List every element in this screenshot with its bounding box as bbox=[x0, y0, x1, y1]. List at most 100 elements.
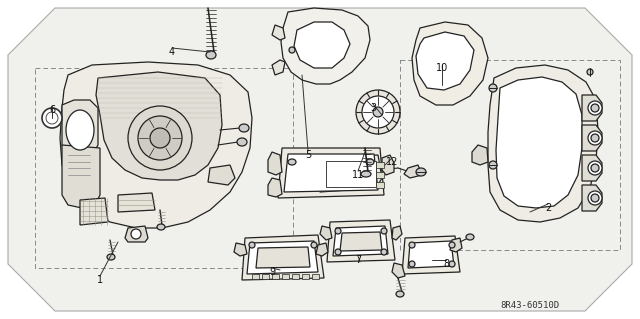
Polygon shape bbox=[96, 72, 222, 180]
Ellipse shape bbox=[373, 107, 383, 117]
Ellipse shape bbox=[335, 228, 341, 234]
Ellipse shape bbox=[591, 194, 599, 202]
Bar bbox=[272, 274, 279, 279]
Bar bbox=[376, 172, 384, 178]
Bar bbox=[376, 182, 384, 188]
Polygon shape bbox=[242, 235, 324, 280]
Polygon shape bbox=[488, 65, 598, 222]
Text: 4: 4 bbox=[169, 47, 175, 57]
Polygon shape bbox=[268, 152, 282, 175]
Ellipse shape bbox=[362, 96, 394, 128]
Bar bbox=[400, 60, 620, 250]
Polygon shape bbox=[125, 226, 148, 242]
Polygon shape bbox=[392, 263, 405, 278]
Text: 8R43-60510D: 8R43-60510D bbox=[500, 300, 559, 309]
Polygon shape bbox=[316, 243, 328, 256]
Ellipse shape bbox=[366, 159, 374, 165]
Polygon shape bbox=[333, 226, 388, 256]
Polygon shape bbox=[320, 226, 332, 240]
Ellipse shape bbox=[46, 112, 58, 124]
Polygon shape bbox=[272, 60, 285, 75]
Bar bbox=[262, 274, 269, 279]
Polygon shape bbox=[118, 193, 155, 212]
Polygon shape bbox=[316, 155, 382, 192]
Ellipse shape bbox=[157, 224, 165, 230]
Polygon shape bbox=[278, 148, 384, 198]
Polygon shape bbox=[256, 247, 310, 268]
Polygon shape bbox=[268, 178, 282, 197]
Ellipse shape bbox=[107, 254, 115, 260]
Polygon shape bbox=[392, 226, 402, 240]
Ellipse shape bbox=[239, 124, 249, 132]
Ellipse shape bbox=[489, 161, 497, 169]
Ellipse shape bbox=[381, 228, 387, 234]
Text: 3: 3 bbox=[370, 103, 376, 113]
Text: 7: 7 bbox=[355, 255, 361, 265]
Text: 2: 2 bbox=[545, 203, 551, 213]
Polygon shape bbox=[340, 232, 382, 251]
Ellipse shape bbox=[416, 168, 426, 176]
Bar bbox=[312, 274, 319, 279]
Ellipse shape bbox=[591, 104, 599, 112]
Polygon shape bbox=[496, 77, 582, 208]
Ellipse shape bbox=[206, 51, 216, 59]
Polygon shape bbox=[327, 220, 395, 262]
Polygon shape bbox=[382, 155, 394, 175]
Ellipse shape bbox=[587, 69, 593, 75]
Ellipse shape bbox=[591, 134, 599, 142]
Ellipse shape bbox=[289, 47, 295, 53]
Polygon shape bbox=[208, 165, 235, 185]
Ellipse shape bbox=[588, 191, 602, 205]
Polygon shape bbox=[294, 22, 350, 68]
Ellipse shape bbox=[138, 116, 182, 160]
Ellipse shape bbox=[128, 106, 192, 170]
Polygon shape bbox=[281, 8, 370, 84]
Ellipse shape bbox=[131, 229, 141, 239]
Ellipse shape bbox=[449, 261, 455, 267]
Polygon shape bbox=[404, 165, 422, 178]
Bar bbox=[302, 274, 309, 279]
Polygon shape bbox=[284, 154, 378, 192]
Text: 1: 1 bbox=[97, 275, 103, 285]
Polygon shape bbox=[247, 241, 318, 274]
Ellipse shape bbox=[237, 138, 247, 146]
Ellipse shape bbox=[489, 84, 497, 92]
Polygon shape bbox=[582, 95, 602, 121]
Text: 11: 11 bbox=[352, 170, 364, 180]
Bar bbox=[326, 161, 376, 187]
Ellipse shape bbox=[588, 131, 602, 145]
Polygon shape bbox=[582, 125, 602, 151]
Polygon shape bbox=[272, 25, 285, 40]
Polygon shape bbox=[8, 8, 632, 311]
Text: 6: 6 bbox=[49, 105, 55, 115]
Text: 9: 9 bbox=[269, 267, 275, 277]
Ellipse shape bbox=[361, 171, 371, 177]
Polygon shape bbox=[80, 198, 108, 225]
Ellipse shape bbox=[409, 242, 415, 248]
Bar bbox=[376, 162, 384, 168]
Polygon shape bbox=[412, 22, 488, 105]
Ellipse shape bbox=[591, 164, 599, 172]
Polygon shape bbox=[408, 241, 454, 268]
Ellipse shape bbox=[356, 90, 400, 134]
Polygon shape bbox=[582, 185, 602, 211]
Ellipse shape bbox=[396, 291, 404, 297]
Text: 12: 12 bbox=[386, 157, 398, 167]
Ellipse shape bbox=[449, 242, 455, 248]
Ellipse shape bbox=[288, 159, 296, 165]
Text: 5: 5 bbox=[305, 150, 311, 160]
Ellipse shape bbox=[335, 249, 341, 255]
Ellipse shape bbox=[466, 234, 474, 240]
Polygon shape bbox=[402, 236, 460, 274]
Polygon shape bbox=[60, 62, 252, 228]
Bar bbox=[35, 68, 293, 268]
Ellipse shape bbox=[588, 161, 602, 175]
Ellipse shape bbox=[409, 261, 415, 267]
Ellipse shape bbox=[249, 242, 255, 248]
Bar bbox=[282, 274, 289, 279]
Ellipse shape bbox=[588, 101, 602, 115]
Ellipse shape bbox=[381, 249, 387, 255]
Polygon shape bbox=[62, 100, 98, 158]
Ellipse shape bbox=[66, 110, 94, 150]
Bar bbox=[292, 274, 299, 279]
